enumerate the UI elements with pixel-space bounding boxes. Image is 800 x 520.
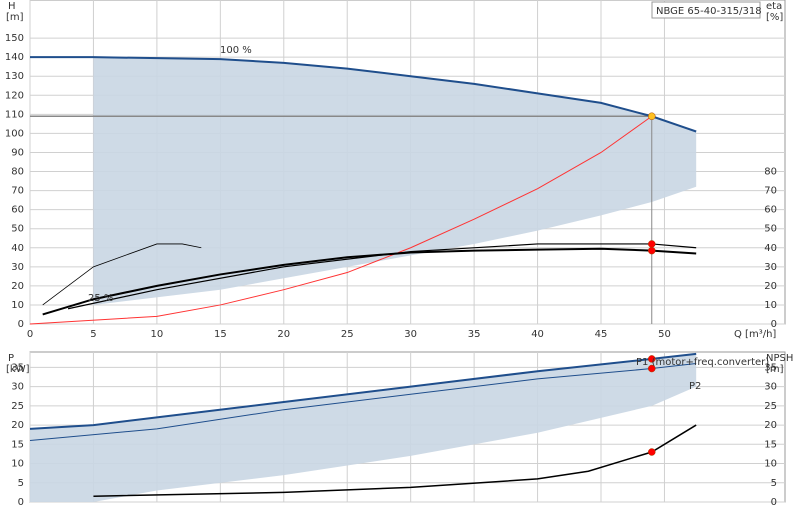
y-tick-label: 120 [5,90,24,101]
y-tick-label: 25 [11,401,24,412]
curve [42,243,202,306]
duty-point [648,355,656,363]
y-tick-label: 10 [11,459,24,470]
y2-tick-label: 60 [764,205,777,216]
y-tick-label: 0 [18,319,24,330]
x-tick-label: 50 [658,329,671,340]
duty-point [648,246,656,255]
y-tick-label: 20 [11,281,24,292]
x-tick-label: 25 [341,329,354,340]
y2-tick-label: 70 [764,186,777,197]
y2-tick-label: 40 [764,243,777,254]
y2-axis-label: eta [766,1,782,12]
annotation: 100 % [220,45,252,56]
duty-point [648,112,656,121]
x-tick-label: 40 [531,329,544,340]
y-axis-label: P [8,353,14,364]
y2-tick-label: 25 [764,401,777,412]
curve [30,56,697,133]
x-tick-label: 10 [151,329,164,340]
y2-tick-label: 20 [764,281,777,292]
y2-tick-label: 10 [764,459,777,470]
y2-tick-label: 0 [771,319,777,330]
y-tick-label: 20 [11,420,24,431]
y2-axis-label: NPSH [766,353,793,364]
y-tick-label: 15 [11,439,24,450]
y2-tick-label: 0 [771,497,777,508]
series-label: P1 (motor+freq.converter) [636,357,769,368]
y2-tick-label: 20 [764,420,777,431]
y-axis-unit: [kW] [6,364,30,375]
curve [29,115,653,325]
chart-title: NBGE 65-40-315/318 [656,6,762,17]
y2-tick-label: 80 [764,167,777,178]
x-tick-label: 15 [214,329,227,340]
y2-tick-label: 30 [764,262,777,273]
duty-point [648,364,656,373]
y2-tick-label: 35 [764,362,777,373]
y2-axis-unit: [%] [766,12,783,23]
operating-range [30,353,697,502]
y2-axis-unit: [m] [766,364,784,375]
y-tick-label: 100 [5,128,24,139]
x-tick-label: 45 [595,329,608,340]
y-tick-label: 50 [11,224,24,235]
y-tick-label: 140 [5,52,24,63]
y2-tick-label: 50 [764,224,777,235]
y2-tick-label: 10 [764,300,777,311]
x-axis-label: Q [m³/h] [734,329,776,340]
x-tick-label: 0 [27,329,33,340]
y-tick-label: 60 [11,205,24,216]
duty-point [648,240,656,248]
y-tick-label: 90 [11,147,24,158]
y-tick-label: 35 [11,362,24,373]
title-box [651,1,761,19]
duty-point [648,448,656,456]
y-tick-label: 5 [18,478,24,489]
y2-tick-label: 5 [771,478,777,489]
y2-tick-label: 15 [764,439,777,450]
y-tick-label: 0 [18,497,24,508]
y-tick-label: 80 [11,167,24,178]
series-label: P2 [689,381,701,392]
operating-range [93,57,697,305]
y-tick-label: 70 [11,186,24,197]
x-tick-label: 35 [468,329,481,340]
y-tick-label: 10 [11,300,24,311]
y-axis-unit: [m] [6,12,24,23]
y-tick-label: 130 [5,71,24,82]
y-tick-label: 30 [11,262,24,273]
y-axis-label: H [8,1,16,12]
y-tick-label: 150 [5,33,24,44]
y-tick-label: 40 [11,243,24,254]
curve [29,352,697,430]
y-tick-label: 30 [11,382,24,393]
x-tick-label: 20 [277,329,290,340]
annotation: 25 % [88,293,113,304]
x-tick-label: 5 [90,329,96,340]
y2-tick-label: 30 [764,382,777,393]
y-tick-label: 110 [5,109,24,120]
x-tick-label: 30 [404,329,417,340]
